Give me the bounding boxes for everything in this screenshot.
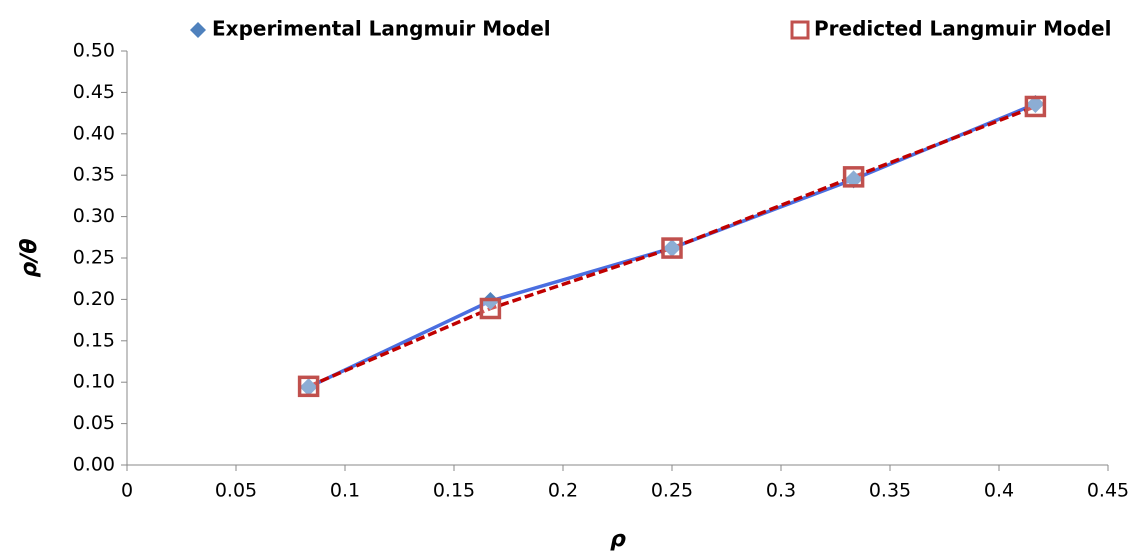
x-tick-label: 0: [121, 480, 133, 502]
y-axis-title: ρ/θ: [17, 239, 42, 278]
y-tick-label: 0.25: [73, 247, 115, 269]
square-marker: [842, 166, 865, 188]
y-tick-label: 0.50: [73, 40, 115, 62]
y-tick-label: 0.15: [73, 329, 115, 351]
x-tick-label: 0.2: [548, 480, 578, 502]
x-tick-label: 0.4: [984, 480, 1014, 502]
x-tick-label: 0.05: [215, 480, 257, 502]
y-tick-label: 0.00: [73, 454, 115, 476]
square-marker: [661, 237, 683, 259]
y-tick-label: 0.40: [73, 122, 115, 144]
square-marker: [479, 297, 502, 320]
diamond-marker: [299, 378, 318, 397]
x-axis-title: ρ: [610, 527, 626, 552]
y-tick-label: 0.30: [73, 205, 115, 227]
x-tick-label: 0.1: [330, 480, 360, 502]
square-marker: [297, 375, 320, 398]
legend-marker: [190, 22, 206, 38]
x-tick-label: 0.35: [869, 480, 911, 502]
x-tick-label: 0.25: [651, 480, 693, 502]
legend-label: Experimental Langmuir Model: [212, 17, 551, 41]
diamond-marker: [844, 170, 863, 189]
x-tick-label: 0.3: [766, 480, 796, 502]
y-tick-label: 0.35: [73, 164, 115, 186]
diamond-marker: [663, 239, 681, 258]
legend-label: Predicted Langmuir Model: [814, 17, 1111, 41]
legend-marker: [790, 20, 810, 40]
y-tick-label: 0.20: [73, 288, 115, 310]
diamond-marker: [1026, 94, 1045, 113]
x-tick-label: 0.45: [1087, 480, 1129, 502]
y-tick-label: 0.45: [73, 81, 115, 103]
square-marker: [1024, 95, 1047, 118]
y-tick-label: 0.05: [73, 412, 115, 434]
y-tick-label: 0.10: [73, 371, 115, 393]
series-line: [307, 104, 1037, 388]
x-tick-label: 0.15: [433, 480, 475, 502]
